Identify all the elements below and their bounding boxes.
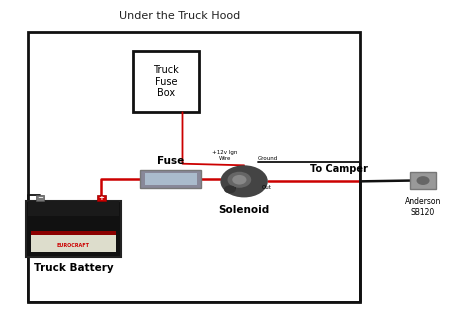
Text: Out: Out <box>262 185 272 190</box>
Text: Truck Battery: Truck Battery <box>34 263 113 273</box>
Circle shape <box>228 172 251 188</box>
Text: To Camper: To Camper <box>310 163 368 174</box>
Bar <box>410 172 436 189</box>
Circle shape <box>417 176 429 185</box>
Text: +: + <box>99 195 104 201</box>
Bar <box>97 195 106 201</box>
Bar <box>36 195 44 201</box>
Text: +12v Ign
Wire: +12v Ign Wire <box>212 150 238 161</box>
Bar <box>140 170 201 188</box>
Bar <box>26 201 121 257</box>
Bar <box>28 32 360 302</box>
Text: In: In <box>231 185 237 190</box>
Bar <box>145 173 197 185</box>
Text: Solenoid: Solenoid <box>219 205 270 215</box>
Text: Ground: Ground <box>258 156 278 161</box>
Bar <box>133 51 199 112</box>
Bar <box>31 231 116 252</box>
Bar <box>31 235 116 252</box>
Bar <box>28 201 118 216</box>
Text: Under the Truck Hood: Under the Truck Hood <box>119 11 241 21</box>
Circle shape <box>224 186 236 193</box>
Text: Anderson
SB120: Anderson SB120 <box>405 197 441 217</box>
Circle shape <box>232 175 246 185</box>
Circle shape <box>220 165 268 197</box>
Text: Truck
Fuse
Box: Truck Fuse Box <box>153 65 179 99</box>
Text: Fuse: Fuse <box>157 155 184 166</box>
Text: −: − <box>37 195 43 201</box>
Text: EUROCRAFT: EUROCRAFT <box>57 242 90 247</box>
